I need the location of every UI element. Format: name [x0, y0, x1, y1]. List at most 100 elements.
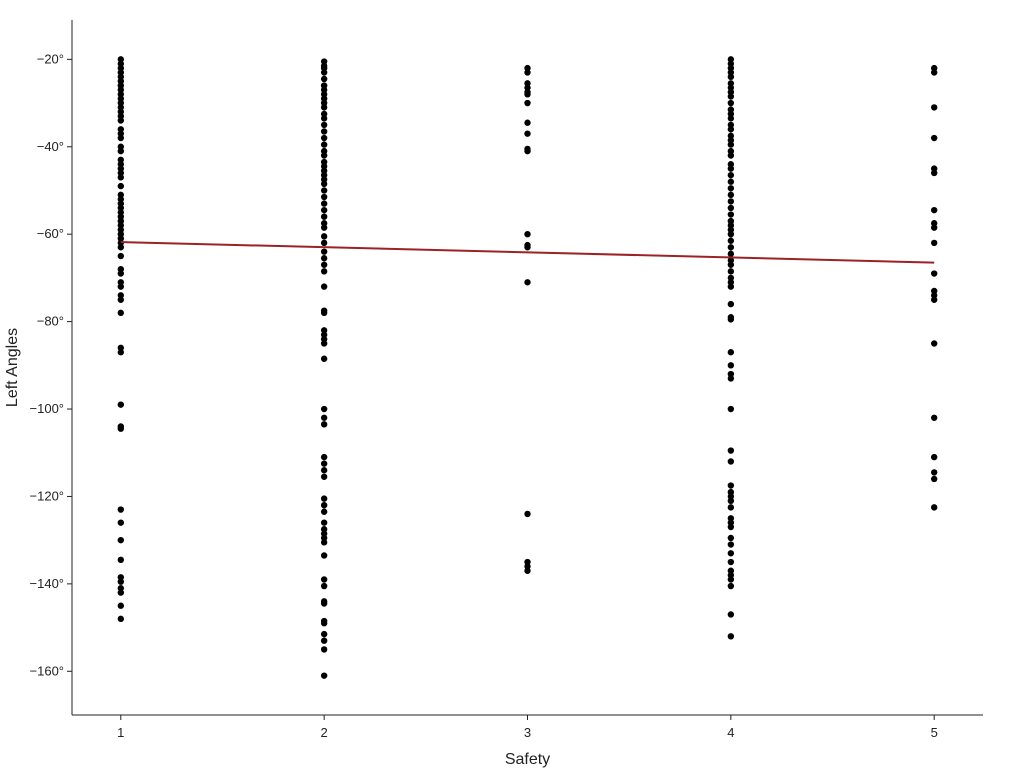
data-point [320, 552, 328, 559]
data-point [524, 279, 531, 286]
data-point [524, 230, 531, 238]
data-point [320, 115, 328, 122]
data-point [727, 250, 735, 258]
data-point [930, 69, 938, 76]
data-point [117, 556, 125, 564]
data-point [320, 75, 328, 83]
data-point [727, 261, 735, 268]
data-point [930, 206, 938, 214]
data-point [117, 401, 125, 408]
data-point [320, 414, 328, 421]
data-point [320, 460, 328, 467]
data-point [727, 405, 735, 413]
data-point [727, 482, 735, 489]
data-point [117, 252, 125, 260]
y-tick-label: −80° [37, 314, 64, 329]
data-point [320, 187, 328, 194]
data-point [117, 506, 125, 513]
data-point [930, 224, 938, 231]
data-point [117, 536, 125, 544]
y-tick-label: −60° [37, 226, 64, 241]
data-point [117, 578, 125, 585]
data-point [727, 523, 735, 531]
data-point [320, 467, 328, 474]
data-point [320, 637, 328, 644]
trend-line [120, 241, 935, 264]
data-point [727, 375, 735, 382]
data-point [727, 99, 735, 107]
data-point [320, 508, 328, 515]
data-point [524, 130, 531, 137]
data-point [930, 239, 938, 247]
data-point [320, 495, 328, 502]
data-point [727, 152, 735, 159]
x-tick-label: 3 [524, 725, 531, 740]
x-axis-title: Safety [505, 751, 550, 768]
data-point [727, 115, 735, 122]
data-point [320, 340, 328, 347]
data-point [117, 270, 125, 277]
data-point [320, 539, 328, 546]
data-point [727, 576, 735, 583]
data-point [727, 497, 735, 505]
x-tick-label: 1 [117, 725, 124, 740]
data-point [727, 230, 735, 238]
data-point [727, 204, 735, 212]
data-point [727, 171, 735, 179]
data-point [524, 567, 531, 574]
data-point [117, 602, 125, 609]
data-point [320, 672, 328, 679]
data-point [930, 475, 938, 483]
y-tick-label: −100° [30, 401, 64, 416]
data-point [117, 349, 125, 356]
data-point [320, 268, 328, 275]
data-point [320, 630, 328, 638]
data-point [117, 425, 125, 432]
data-point [727, 582, 735, 590]
data-point [727, 268, 735, 275]
data-point [320, 620, 328, 627]
y-axis-title: Left Angles [4, 328, 21, 407]
data-point [727, 211, 735, 218]
data-point [727, 550, 735, 557]
data-point [320, 248, 328, 255]
data-point [320, 224, 328, 231]
y-tick-label: −20° [37, 51, 64, 66]
data-point [727, 237, 735, 244]
data-point [727, 633, 735, 640]
data-point [117, 134, 125, 142]
data-point [320, 200, 328, 207]
data-point [320, 121, 328, 129]
data-point [930, 340, 938, 347]
data-point [524, 91, 531, 98]
data-point [727, 316, 735, 323]
x-tick-label: 4 [727, 725, 734, 740]
data-point [320, 104, 328, 111]
x-axis-ticks: 1 2 3 4 5 [117, 715, 938, 740]
data-point [320, 261, 328, 268]
data-point [727, 300, 735, 308]
data-point [320, 206, 328, 214]
data-point [930, 169, 938, 177]
data-point [117, 174, 125, 181]
data-point [727, 541, 735, 548]
data-point [320, 180, 328, 188]
data-point [524, 69, 531, 76]
data-point [727, 191, 735, 199]
data-point [320, 646, 328, 653]
data-point [727, 362, 735, 369]
data-point [320, 309, 328, 317]
data-point [930, 270, 938, 277]
data-point [320, 239, 328, 247]
data-point [117, 283, 125, 290]
data-point [727, 165, 735, 172]
data-point [320, 233, 328, 240]
data-point [320, 128, 328, 135]
data-point [117, 589, 125, 596]
data-point [727, 93, 735, 100]
data-point [320, 69, 328, 76]
data-point [320, 152, 328, 159]
data-point [930, 134, 938, 142]
data-point [727, 185, 735, 192]
data-point [727, 447, 735, 454]
